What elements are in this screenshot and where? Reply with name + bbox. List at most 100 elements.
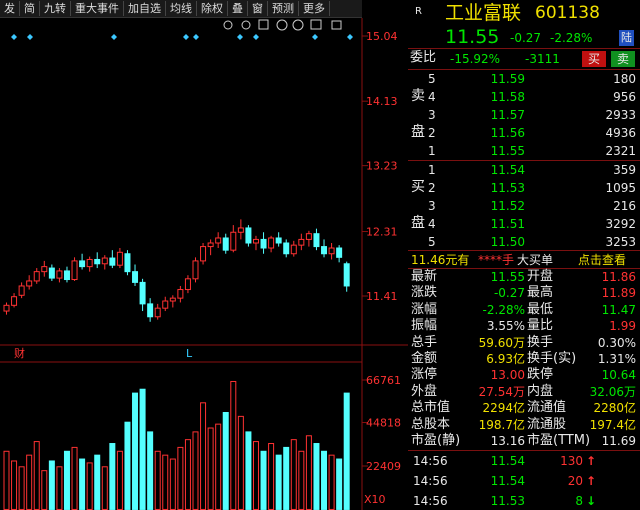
volume: 1095 [605,181,636,195]
stat-value: 10.64 [601,368,636,383]
volume-bar [63,450,70,510]
stat-label: 最高 [527,285,554,301]
price-label: 12.31 [366,226,398,239]
tick-volume: 20 [567,474,583,488]
stat-label: 外盘 [411,383,438,399]
candle-body [298,238,305,246]
stat-value: 32.06万 [589,384,636,399]
volume-bar [48,460,55,510]
volume-unit: X10 [364,493,386,506]
volume-bar [41,470,48,510]
tick-price: 11.54 [490,474,525,488]
toolbar-item[interactable]: 除权 [197,1,228,16]
volume-bar [268,443,275,510]
toolbar-item[interactable]: 重大事件 [71,1,124,16]
stat-value: 11.69 [601,434,636,448]
volume-bar [139,388,146,510]
toolbar-item[interactable]: 九转 [40,1,71,16]
volume-label: 44818 [366,417,401,430]
volume-bar [132,392,139,510]
price: 11.50 [490,235,525,249]
volume-bar [162,454,169,510]
candle-body [41,266,48,273]
stat-value: 197.4亿 [589,417,636,432]
volume-bar [313,443,320,510]
candle-body [252,238,259,244]
tick-price: 11.54 [490,454,525,468]
separator [408,268,640,269]
candle-body [184,278,191,291]
candle-body [109,257,116,266]
stat-value: 13.16 [490,434,525,448]
tick-direction: ↑ [586,454,597,468]
toolbar-item[interactable]: 加自选 [124,1,166,16]
stat-label: 涨跌 [411,285,438,301]
stat-label: 总股本 [411,416,451,432]
volume-bar [109,443,116,510]
volume: 956 [613,90,636,104]
candle-body [177,289,184,299]
stat-label: 换手(实) [527,351,577,366]
candle-body [305,233,312,240]
volume-bar [154,450,161,510]
price: 11.52 [490,199,525,213]
tick-time: 14:56 [413,474,448,488]
candle-body [116,251,123,266]
candle-body [147,303,154,318]
volume-label: 66761 [366,374,401,387]
level: 3 [428,199,436,213]
stat-value: 0.30% [597,335,636,350]
toolbar-item[interactable]: 简 [20,1,40,16]
big-order-link[interactable]: 点击查看 [578,253,627,267]
toolbar-item[interactable]: 均线 [166,1,197,16]
volume: 3292 [605,217,636,231]
volume-bar [237,415,244,510]
stat-value: 3.55% [486,319,525,334]
separator [408,48,640,49]
toolbar-item[interactable]: 发 [0,1,20,16]
candle-body [222,237,229,251]
stat-label: 开盘 [527,269,554,284]
candle-body [48,267,55,279]
toolbar-item[interactable]: 预测 [268,1,299,16]
order-diff: -3111 [525,52,560,66]
volume-bar [252,441,259,510]
market: R [415,6,422,17]
stat-label: 涨幅 [411,301,438,317]
candle-body [132,271,139,283]
volume-bar [116,450,123,510]
stat-value: 11.47 [601,302,636,317]
toolbar-item[interactable]: 叠 [228,1,248,16]
stat-label: 总手 [411,334,438,350]
candle-body [215,237,222,244]
price: 11.58 [490,90,525,104]
last-price: 11.55 [445,26,500,48]
level: 4 [428,90,436,104]
exchange: 陆 [619,30,634,46]
volume: 2321 [605,144,636,158]
sell-button[interactable]: 卖 [611,51,636,67]
separator [408,250,640,251]
volume: 3253 [605,235,636,249]
volume-bar [101,466,108,510]
volume-bar [192,431,199,510]
volume-bar [298,450,305,510]
price-label: 11.41 [366,290,398,303]
stat-value: 1.99 [609,319,636,334]
buy-button[interactable]: 买 [582,51,607,67]
volume-bar [94,454,101,510]
side-label: 盘 [411,215,425,231]
candle-body [321,246,328,255]
price: 11.51 [490,217,525,231]
toolbar-item[interactable]: 窗 [248,1,268,16]
price-label: 14.13 [366,95,398,108]
price: 11.55 [490,144,525,158]
tick-volume: 8 [575,494,583,508]
stat-value: 11.89 [601,286,636,301]
candle-body [268,237,275,249]
volume-bar [343,392,350,510]
big-order-price: 11.46元有 [411,253,470,267]
toolbar-item[interactable]: 更多 [299,1,330,16]
event-markers [11,34,353,40]
